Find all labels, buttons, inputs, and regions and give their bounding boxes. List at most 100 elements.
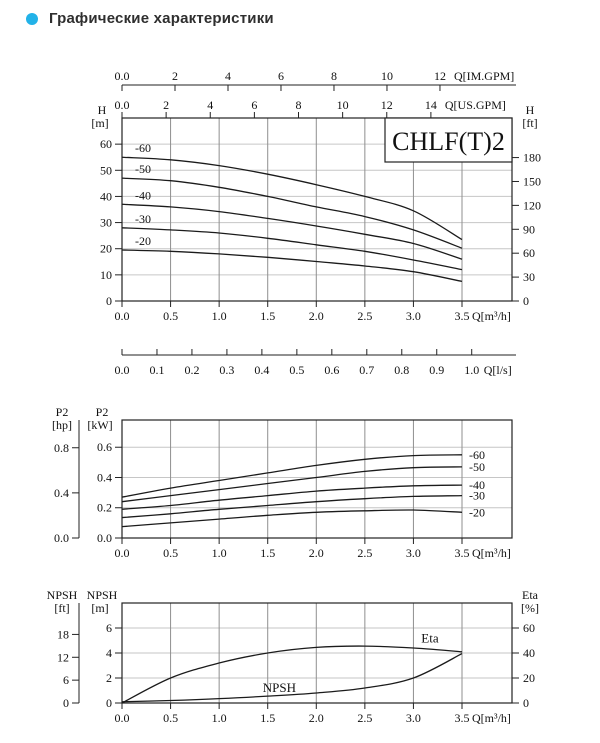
curve-Eta [121,645,463,704]
x-tick-label: 2.5 [357,309,372,323]
aux-tick-label: 10 [337,98,349,112]
curve--50 [121,177,463,249]
y2-tick-label: 150 [523,174,541,188]
y2-axis-unit: [ft] [522,116,537,130]
aux-tick-label: 0.8 [54,441,69,455]
y2-tick-label: 0 [523,696,529,710]
series-label: -20 [135,234,151,248]
y-tick-label: 4 [106,646,112,660]
series-label: -20 [469,505,485,519]
y-tick-label: 10 [100,268,112,282]
annotation-label: Eta [421,630,439,645]
aux-axis-name: Q[l/s] [484,363,512,377]
page-header: Графические характеристики [26,10,274,27]
aux-tick-label: 2 [172,69,178,83]
x-tick-label: 2.0 [309,546,324,560]
aux-tick-label: 2 [163,98,169,112]
aux-tick-label: 10 [381,69,393,83]
aux-axis-name: Q[US.GPM] [445,98,506,112]
x-tick-label: 3.5 [455,711,470,725]
y-axis-unit: [m] [91,116,108,130]
bullet-icon [26,12,38,25]
y2-axis-unit: [%] [521,601,539,615]
curve--30 [121,494,463,519]
aux-tick-label: 0.0 [115,363,130,377]
y-tick-label: 0.6 [97,440,112,454]
aux-axis-unit: [ft] [54,601,69,615]
series-label: -50 [469,460,485,474]
chart-frame [121,117,513,302]
x-tick-label: 3.0 [406,546,421,560]
aux-tick-label: 1.0 [464,363,479,377]
y-tick-label: 60 [100,137,112,151]
aux-tick-label: 8 [331,69,337,83]
x-tick-label: 0.0 [115,309,130,323]
aux-axis-name: P2 [56,405,69,419]
aux-tick-label: 0.3 [219,363,234,377]
annotation-label: NPSH [263,680,296,695]
y-axis-unit: [m] [91,601,108,615]
x-tick-label: 1.0 [212,309,227,323]
aux-tick-label: 0.2 [184,363,199,377]
aux-tick-label: 4 [207,98,213,112]
y2-tick-label: 90 [523,222,535,236]
x-tick-label: 1.0 [212,711,227,725]
aux-tick-label: 0.8 [394,363,409,377]
x-tick-label: 3.5 [455,309,470,323]
series-label: -30 [469,489,485,503]
series-label: -40 [469,478,485,492]
y-tick-label: 0.0 [97,531,112,545]
aux-tick-label: 0.4 [254,363,269,377]
curve--40 [121,484,463,510]
aux-axis-unit: [hp] [52,418,72,432]
aux-tick-label: 6 [278,69,284,83]
y-tick-label: 0.4 [97,470,112,484]
x-tick-label: 3.0 [406,711,421,725]
x-tick-label: 1.5 [260,309,275,323]
y-tick-label: 20 [100,242,112,256]
x-tick-label: 0.0 [115,711,130,725]
x-tick-label: 2.5 [357,711,372,725]
curve--20 [121,509,463,528]
aux-tick-label: 0.9 [429,363,444,377]
y-tick-label: 0 [106,696,112,710]
y-tick-label: 30 [100,216,112,230]
x-axis-name: Q[m³/h] [472,309,511,323]
aux-tick-label: 12 [57,650,69,664]
y2-tick-label: 20 [523,671,535,685]
aux-tick-label: 14 [425,98,437,112]
aux-tick-label: 4 [225,69,231,83]
curve-NPSH [121,653,463,703]
y2-axis-name: H [526,103,535,117]
x-tick-label: 0.5 [163,309,178,323]
y-tick-label: 40 [100,189,112,203]
x-tick-label: 0.0 [115,546,130,560]
curve--40 [121,203,463,260]
x-tick-label: 3.0 [406,309,421,323]
aux-tick-label: 0.5 [289,363,304,377]
series-label: -60 [469,448,485,462]
x-tick-label: 3.5 [455,546,470,560]
aux-tick-label: 12 [434,69,446,83]
aux-tick-label: 0.0 [115,98,130,112]
x-tick-label: 2.0 [309,711,324,725]
aux-tick-label: 6 [63,673,69,687]
x-tick-label: 2.5 [357,546,372,560]
curve--30 [121,227,463,271]
curve--50 [121,466,463,503]
y-tick-label: 2 [106,671,112,685]
aux-tick-label: 0 [63,696,69,710]
aux-tick-label: 0.7 [359,363,374,377]
series-label: -40 [135,188,151,202]
y-axis-name: NPSH [87,588,118,602]
aux-tick-label: 0.0 [54,531,69,545]
y2-tick-label: 60 [523,246,535,260]
aux-axis-name: Q[IM.GPM] [454,69,514,83]
y2-axis-name: Eta [522,588,539,602]
x-tick-label: 1.5 [260,546,275,560]
series-label: -50 [135,162,151,176]
y2-tick-label: 0 [523,294,529,308]
y-tick-label: 6 [106,621,112,635]
chart-title: CHLF(T)2 [392,127,505,156]
